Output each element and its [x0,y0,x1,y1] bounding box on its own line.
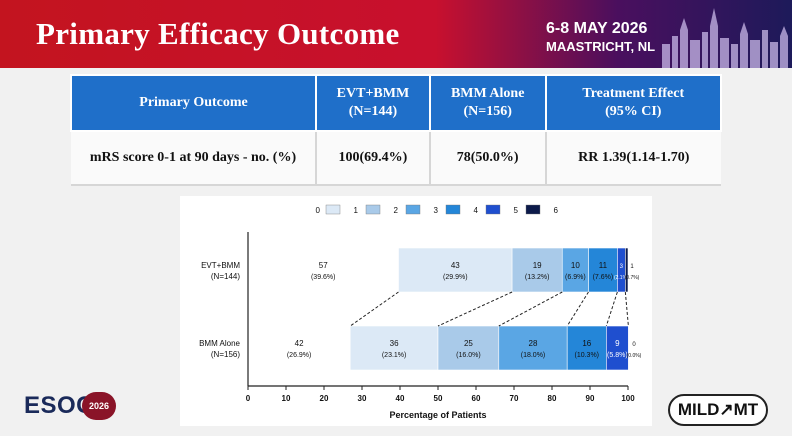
mrs-distribution-chart: 0 1 2 3 4 5 6 57 (39.6%) 42 (26.9%) 43 (29.9%) 36 (23.… [199,204,642,420]
legend-swatch-2 [365,204,381,215]
table-cell-bmm-alone: 78(50.0%) [429,131,547,186]
conference-date: 6-8 MAY 2026 [546,20,648,37]
bar-mrs-0-row-1 [248,326,351,370]
city-skyline-icon [662,8,788,68]
legend-label-1: 1 [354,206,359,215]
data-label-pct-mrs-0-row-1: (26.9%) [287,352,312,359]
data-label-count-mrs-2-row-1: 25 [464,339,473,348]
bar-mrs-3-row-0 [561,247,589,293]
legend-label-4: 4 [474,206,479,215]
legend-label-2: 2 [394,206,399,215]
data-label-pct-mrs-6-row-0: (0.7%) [625,275,640,281]
x-tick-label-0: 0 [246,394,251,403]
data-label-count-mrs-3-row-1: 28 [529,339,538,348]
bar-mrs-2-row-1 [437,325,500,371]
bar-mrs-5-row-0 [617,247,626,293]
data-label-count-mrs-0-row-0: 57 [319,261,328,270]
connector-line-5 [605,291,618,327]
table-cell-evt-bmm: 100(69.4%) [316,131,431,186]
data-label-count-mrs-6-row-1: 0 [632,342,636,348]
connector-line-1 [349,291,399,327]
bar-mrs-1-row-0 [398,247,513,293]
data-label-pct-mrs-1-row-1: (23.1%) [382,352,407,359]
data-label-count-mrs-0-row-1: 42 [295,339,304,348]
data-label-count-mrs-5-row-1: 9 [615,339,620,348]
data-label-pct-mrs-3-row-0: (6.9%) [565,274,586,281]
category-label-1: BMM Alone [199,339,240,348]
x-tick-label-30: 30 [358,394,367,403]
outcome-table: Primary Outcome EVT+BMM (N=144) BMM Alone… [69,74,723,186]
connector-line-2 [437,291,513,327]
x-tick-label-100: 100 [621,394,635,403]
data-label-count-mrs-1-row-1: 36 [390,339,399,348]
data-label-count-mrs-4-row-0: 11 [599,261,608,270]
x-tick-label-40: 40 [396,394,405,403]
data-label-pct-mrs-1-row-0: (29.9%) [443,274,468,281]
bar-mrs-1-row-1 [349,325,439,371]
x-tick-label-10: 10 [282,394,291,403]
x-tick-label-20: 20 [320,394,329,403]
data-label-pct-mrs-2-row-1: (16.0%) [456,352,481,359]
x-tick-label-80: 80 [548,394,557,403]
data-label-count-mrs-4-row-1: 16 [582,339,591,348]
mild-mt-logo: MILD↗MT [668,394,768,426]
x-axis-label: Percentage of Patients [389,410,486,420]
category-sublabel-0: (N=144) [211,272,240,281]
category-label-0: EVT+BMM [201,261,240,270]
legend-label-3: 3 [434,206,439,215]
page-title: Primary Efficacy Outcome [36,16,400,51]
esoc-logo: ESOC [24,392,95,419]
legend-swatch-1 [325,204,341,215]
table-header-bmm-alone: BMM Alone (N=156) [428,74,547,132]
legend-swatch-6 [525,204,541,215]
data-label-pct-mrs-4-row-0: (7.6%) [593,274,614,281]
connector-line-4 [566,291,589,327]
table-cell-treatment-effect: RR 1.39(1.14-1.70) [545,131,721,186]
x-tick-label-50: 50 [434,394,443,403]
x-tick-label-90: 90 [586,394,595,403]
esoc-year-badge: 2026 [82,392,116,420]
x-tick-label-60: 60 [472,394,481,403]
legend-swatch-3 [405,204,421,215]
category-sublabel-1: (N=156) [211,350,240,359]
chart-panel [180,196,652,426]
data-label-count-mrs-2-row-0: 19 [533,261,542,270]
data-label-count-mrs-3-row-0: 10 [571,261,580,270]
data-label-pct-mrs-2-row-0: (13.2%) [525,274,550,281]
table-header-primary-outcome: Primary Outcome [69,74,318,132]
data-label-pct-mrs-3-row-1: (18.0%) [521,352,546,359]
legend-swatch-5 [485,204,501,215]
legend-label-6: 6 [554,206,559,215]
bar-mrs-2-row-0 [511,247,563,293]
data-label-pct-mrs-6-row-1: (0.0%) [627,353,642,359]
data-label-count-mrs-6-row-0: 1 [630,264,634,270]
data-label-pct-mrs-0-row-0: (39.6%) [311,274,336,281]
header-banner: Primary Efficacy Outcome 6-8 MAY 2026 MA… [0,0,792,68]
data-label-count-mrs-1-row-0: 43 [451,261,460,270]
legend-swatch-4 [445,204,461,215]
table-header-evt-bmm: EVT+BMM (N=144) [315,74,431,132]
connector-line-6 [624,291,629,327]
legend-label-0: 0 [316,206,321,215]
table-row: mRS score 0-1 at 90 days - no. (%) 100(6… [71,131,721,186]
bar-mrs-4-row-0 [588,247,618,293]
bar-mrs-0-row-0 [248,248,399,292]
connector-line-3 [498,291,563,327]
bar-mrs-5-row-1 [606,325,629,371]
table-header-treatment-effect: Treatment Effect (95% CI) [544,74,723,132]
x-tick-label-70: 70 [510,394,519,403]
table-cell-outcome: mRS score 0-1 at 90 days - no. (%) [71,131,318,186]
data-label-count-mrs-5-row-0: 3 [620,264,624,270]
legend-label-5: 5 [514,206,519,215]
data-label-pct-mrs-5-row-0: (2.1%) [614,275,629,281]
bar-mrs-4-row-1 [566,325,607,371]
bar-mrs-6-row-0 [625,247,629,293]
conference-place: MAASTRICHT, NL [546,39,656,54]
bar-mrs-3-row-1 [498,325,568,371]
data-label-pct-mrs-5-row-1: (5.8%) [607,352,628,359]
data-label-pct-mrs-4-row-1: (10.3%) [575,352,600,359]
